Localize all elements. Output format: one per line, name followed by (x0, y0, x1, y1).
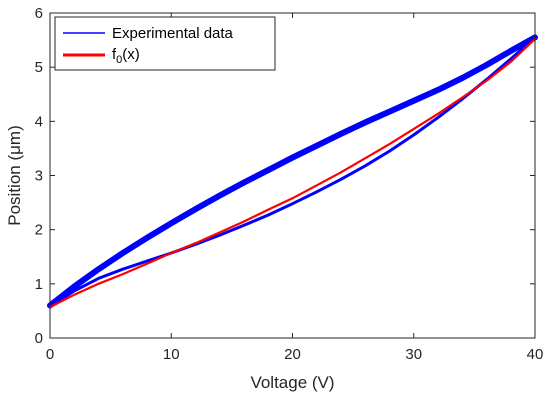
legend-f0-subscript: 0 (116, 54, 122, 66)
y-tick-label: 1 (35, 276, 43, 293)
x-tick-label: 0 (46, 346, 54, 363)
legend-label-experimental: Experimental data (112, 25, 234, 42)
x-tick-label: 20 (284, 346, 301, 363)
legend: Experimental data f0(x) (54, 16, 276, 71)
y-tick-label: 3 (35, 168, 43, 185)
series-experimental-upper (47, 34, 538, 309)
ticks-layer: 0 10 20 30 40 0 1 2 3 4 5 6 (35, 5, 544, 363)
y-tick-label: 5 (35, 59, 43, 76)
legend-f0-tail: (x) (122, 46, 140, 63)
y-tick-label: 2 (35, 222, 43, 239)
x-axis-label: Voltage (V) (250, 373, 334, 392)
x-tick-label: 10 (163, 346, 180, 363)
series-layer (47, 34, 538, 309)
y-tick-label: 0 (35, 330, 43, 347)
y-tick-label: 6 (35, 5, 43, 22)
x-tick-label: 40 (527, 346, 544, 363)
legend-f0-main: f (112, 46, 117, 63)
series-f0 (48, 37, 537, 309)
legend-box (54, 16, 276, 71)
x-tick-label: 30 (405, 346, 422, 363)
y-axis-label: Position (μm) (5, 125, 24, 225)
series-experimental-lower (48, 35, 537, 309)
legend-label-f0: f0(x) (112, 46, 140, 66)
y-tick-label: 4 (35, 113, 43, 130)
